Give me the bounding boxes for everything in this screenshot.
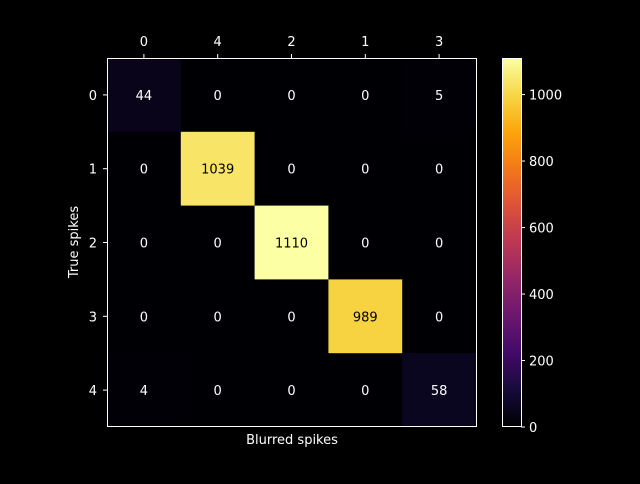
heatmap-cell-r3-c4 bbox=[402, 279, 477, 354]
cell-value-label: 0 bbox=[140, 310, 148, 325]
y-tick-label: 1 bbox=[89, 163, 97, 178]
cell-value-label: 1039 bbox=[201, 163, 234, 178]
y-tick-label: 4 bbox=[89, 384, 97, 399]
heatmap-cell-r4-c2 bbox=[254, 353, 329, 428]
colorbar-tick-label: 0 bbox=[529, 421, 537, 436]
cell-value-label: 0 bbox=[435, 237, 443, 252]
cell-value-label: 0 bbox=[287, 384, 295, 399]
cell-value-label: 0 bbox=[361, 237, 369, 252]
cell-value-label: 58 bbox=[431, 384, 448, 399]
cell-value-label: 0 bbox=[214, 384, 222, 399]
colorbar-ticks: 0 200 400 600 800 1000 bbox=[521, 89, 562, 436]
heatmap-cell-r2-c2 bbox=[254, 205, 329, 280]
cell-labels: 44 0 0 0 5 0 1039 0 0 0 0 0 1110 0 0 0 0 0 989 0 4 0 0 0 58 bbox=[136, 89, 448, 399]
heatmap-cell-r1-c0 bbox=[107, 131, 182, 207]
heatmap-cell-r4-c3 bbox=[328, 353, 403, 428]
colorbar bbox=[503, 58, 521, 427]
x-tick-label: 1 bbox=[361, 35, 369, 50]
heatmap-cell-r3-c1 bbox=[180, 279, 256, 354]
cell-value-label: 0 bbox=[361, 163, 369, 178]
cell-value-label: 989 bbox=[353, 310, 378, 325]
x-axis-ticks: 0 4 2 1 3 bbox=[140, 35, 443, 58]
y-axis-ticks: 0 1 2 3 4 bbox=[89, 89, 107, 399]
cell-value-label: 0 bbox=[214, 89, 222, 104]
cell-value-label: 0 bbox=[214, 237, 222, 252]
colorbar-frame bbox=[502, 58, 522, 427]
cell-value-label: 0 bbox=[287, 89, 295, 104]
heatmap-cell-r3-c0 bbox=[107, 279, 182, 354]
heatmap-cell-r3-c2 bbox=[254, 279, 329, 354]
colorbar-tick-label: 800 bbox=[529, 155, 554, 170]
heatmap-cell-r2-c1 bbox=[180, 205, 256, 280]
colorbar-tick-label: 1000 bbox=[529, 89, 562, 104]
heatmap-cell-r1-c3 bbox=[328, 131, 403, 207]
heatmap-cell-r0-c2 bbox=[254, 58, 329, 133]
cell-value-label: 0 bbox=[140, 237, 148, 252]
y-tick-label: 0 bbox=[89, 89, 97, 104]
cell-value-label: 0 bbox=[435, 310, 443, 325]
y-tick-label: 3 bbox=[89, 310, 97, 325]
heatmap-cell-r3-c3 bbox=[328, 279, 403, 354]
x-tick-label: 3 bbox=[435, 35, 443, 50]
heatmap-cell-r2-c0 bbox=[107, 205, 182, 280]
heatmap-cell-r0-c4 bbox=[402, 58, 477, 133]
plot-frame bbox=[107, 58, 477, 427]
heatmap-cell-r4-c0 bbox=[107, 353, 182, 428]
heatmap-cells bbox=[107, 58, 477, 428]
heatmap-cell-r0-c1 bbox=[180, 58, 256, 133]
cell-value-label: 0 bbox=[287, 163, 295, 178]
heatmap-cell-r1-c1 bbox=[180, 131, 256, 207]
heatmap-cell-r1-c2 bbox=[254, 131, 329, 207]
heatmap-cell-r2-c4 bbox=[402, 205, 477, 280]
colorbar-tick-label: 600 bbox=[529, 222, 554, 237]
heatmap-cell-r4-c4 bbox=[402, 353, 477, 428]
cell-value-label: 4 bbox=[140, 384, 148, 399]
x-tick-label: 2 bbox=[287, 35, 295, 50]
cell-value-label: 0 bbox=[287, 310, 295, 325]
y-axis-label: True spikes bbox=[67, 206, 82, 279]
cell-value-label: 0 bbox=[435, 163, 443, 178]
cell-value-label: 5 bbox=[435, 89, 443, 104]
cell-value-label: 44 bbox=[136, 89, 153, 104]
x-axis-label: Blurred spikes bbox=[246, 433, 338, 448]
heatmap-cell-r4-c1 bbox=[180, 353, 256, 428]
heatmap-cell-r1-c4 bbox=[402, 131, 477, 207]
cell-value-label: 1110 bbox=[275, 237, 308, 252]
heatmap-cell-r2-c3 bbox=[328, 205, 403, 280]
x-tick-label: 4 bbox=[214, 35, 222, 50]
colorbar-tick-label: 400 bbox=[529, 288, 554, 303]
heatmap-cell-r0-c0 bbox=[107, 58, 182, 133]
x-tick-label: 0 bbox=[140, 35, 148, 50]
colorbar-tick-label: 200 bbox=[529, 355, 554, 370]
cell-value-label: 0 bbox=[361, 384, 369, 399]
cell-value-label: 0 bbox=[140, 163, 148, 178]
cell-value-label: 0 bbox=[214, 310, 222, 325]
y-tick-label: 2 bbox=[89, 237, 97, 252]
heatmap-cell-r0-c3 bbox=[328, 58, 403, 133]
cell-value-label: 0 bbox=[361, 89, 369, 104]
